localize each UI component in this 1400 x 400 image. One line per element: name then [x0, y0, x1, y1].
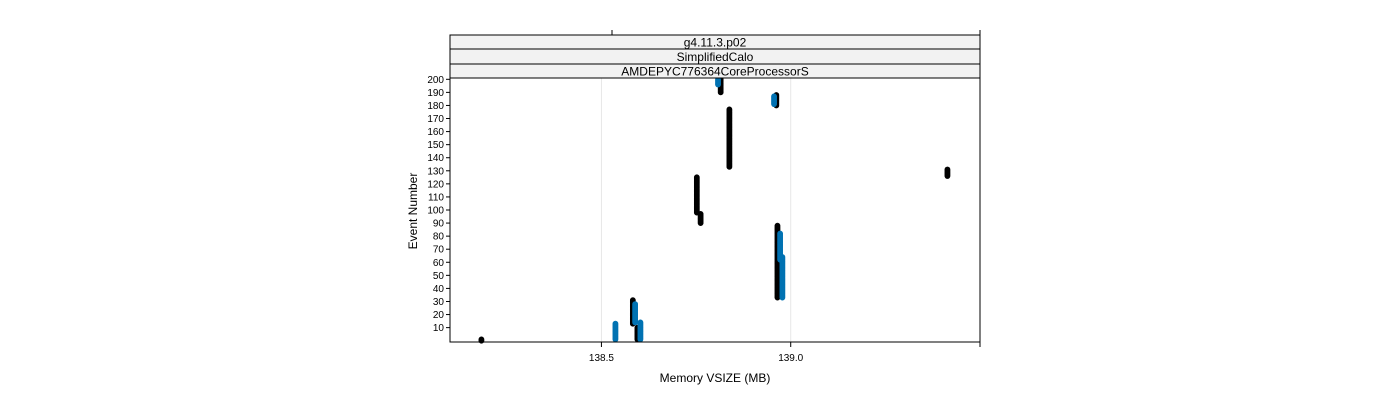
strip-3: AMDEPYC776364CoreProcessorS: [449, 63, 981, 79]
x-tick-label-0: 138.5: [589, 353, 614, 364]
y-tick-label-16: 170: [427, 114, 444, 125]
strip-3-label: AMDEPYC776364CoreProcessorS: [621, 65, 808, 79]
data-point: [944, 166, 951, 173]
strip-2-label: SimplifiedCalo: [677, 50, 754, 64]
data-point: [632, 301, 639, 307]
data-points: [478, 76, 951, 344]
data-point: [637, 319, 644, 326]
y-tick-label-13: 140: [427, 153, 444, 164]
y-tick-label-3: 40: [433, 284, 445, 295]
y-tick-label-2: 30: [433, 297, 445, 308]
series-1-cluster-7: [726, 106, 733, 170]
y-tick-label-19: 200: [427, 75, 444, 86]
series-1-cluster-5: [697, 211, 704, 226]
data-point: [478, 336, 485, 343]
y-tick-label-14: 150: [427, 140, 444, 151]
strip-1-label: g4.11.3.p02: [684, 36, 747, 50]
y-tick-label-1: 20: [433, 310, 445, 321]
y-tick-label-11: 120: [427, 179, 444, 190]
series-2-cluster-1: [612, 320, 619, 343]
y-tick-label-6: 70: [433, 245, 445, 256]
series-2-cluster-5: [771, 93, 777, 108]
y-tick-label-7: 80: [433, 232, 445, 243]
y-axis-label: Event Number: [406, 173, 420, 250]
x-axis: 138.5 139.0: [589, 342, 981, 364]
y-tick-label-5: 60: [433, 258, 445, 269]
series-2-cluster-4: [715, 76, 721, 88]
y-tick-label-8: 90: [433, 219, 445, 230]
series-2-cluster-7: [777, 230, 784, 263]
data-point: [726, 106, 733, 113]
series-1-cluster-4: [693, 174, 700, 216]
y-tick-label-0: 10: [433, 323, 445, 334]
y-tick-label-4: 50: [433, 271, 445, 282]
y-tick-label-10: 110: [428, 192, 444, 203]
top-axis-ticks: [611, 30, 981, 35]
grid-lines: [600, 78, 792, 342]
data-point: [774, 222, 781, 229]
strip-1: g4.11.3.p02: [449, 34, 981, 50]
y-tick-label-18: 190: [427, 88, 444, 99]
series-2-cluster-3: [637, 319, 644, 343]
series-2-cluster-2: [632, 301, 639, 326]
data-point: [771, 93, 777, 100]
y-tick-label-15: 160: [427, 127, 444, 138]
data-point: [697, 211, 704, 217]
y-tick-label-12: 130: [427, 166, 444, 177]
y-axis: 10 20 30 40 50 60 70 80 90 100 110 120 130 140 150 160 1…: [427, 75, 450, 334]
plot-panel-border: [449, 77, 981, 343]
y-tick-label-9: 100: [427, 206, 444, 217]
series-1-cluster-10: [944, 166, 951, 179]
data-point: [693, 174, 700, 181]
x-axis-label: Memory VSIZE (MB): [660, 371, 771, 385]
strip-2: SimplifiedCalo: [449, 48, 981, 65]
y-tick-label-17: 180: [427, 101, 444, 112]
data-point: [612, 320, 619, 327]
x-tick-label-1: 139.0: [778, 353, 803, 364]
data-point: [777, 230, 784, 237]
